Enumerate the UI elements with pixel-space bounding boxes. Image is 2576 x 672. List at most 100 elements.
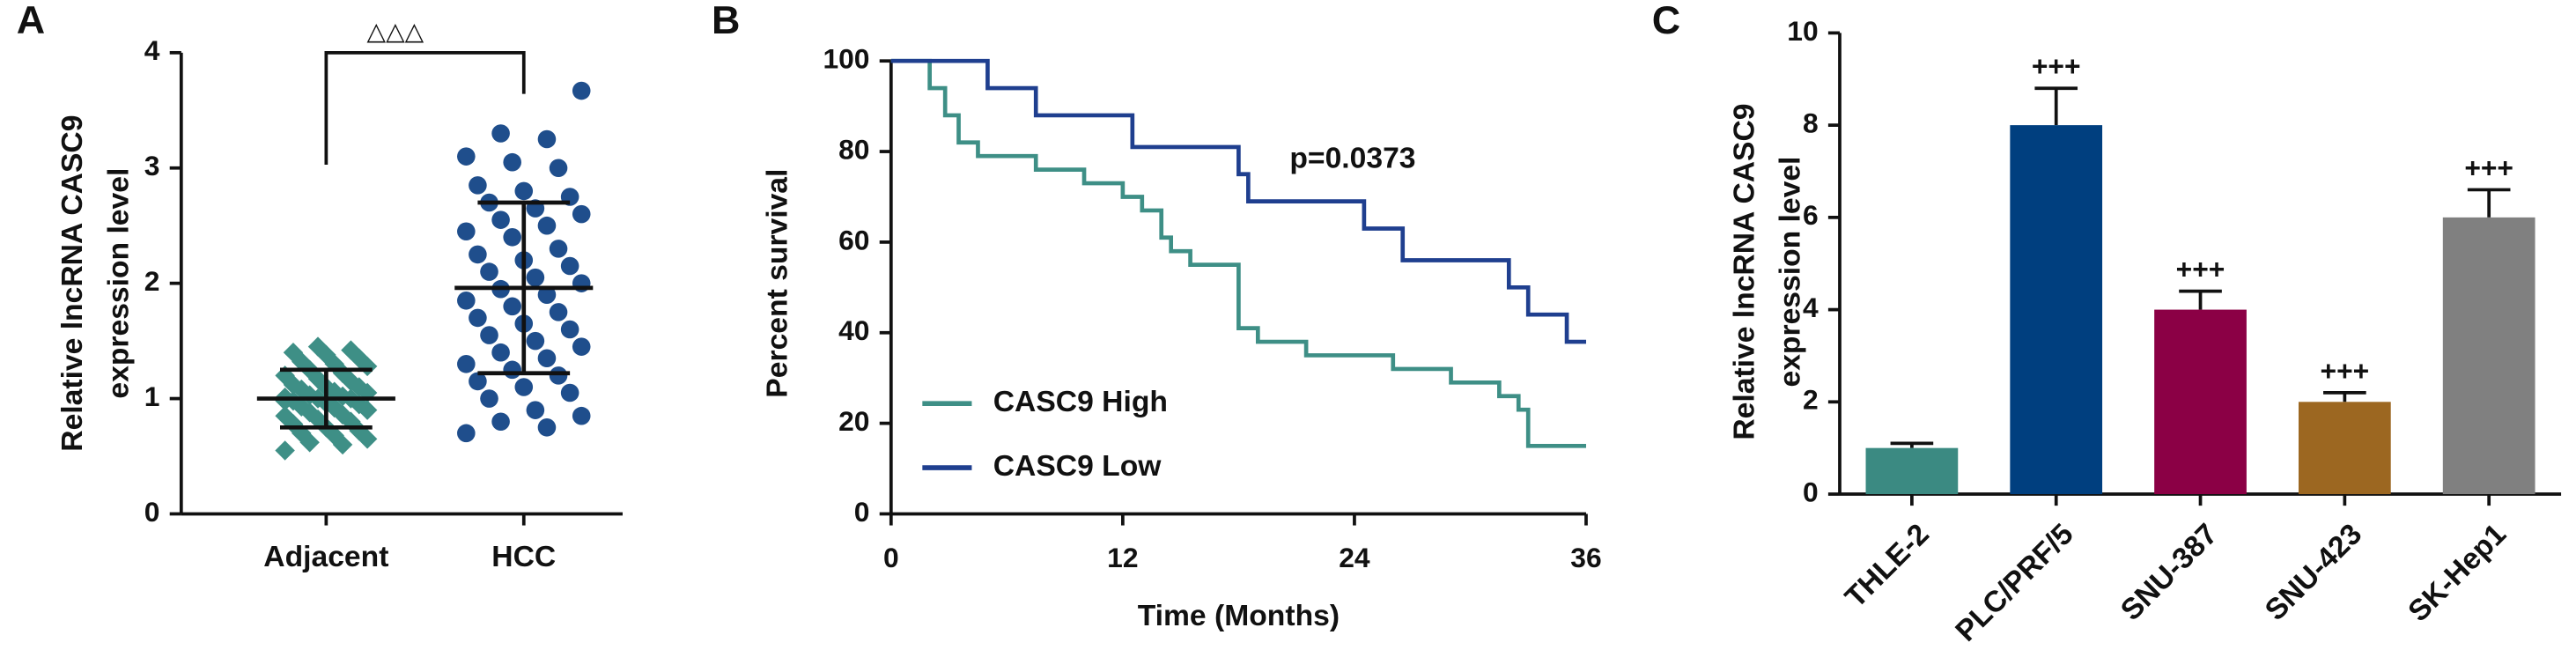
y-tick-label: 0 [1803, 476, 1819, 507]
x-tick-label: HCC [491, 541, 556, 573]
data-point [537, 216, 557, 235]
bar [2298, 402, 2391, 495]
y-tick-label: 3 [144, 150, 160, 181]
data-point [307, 336, 328, 357]
data-point [514, 378, 534, 396]
data-point [469, 372, 487, 391]
y-axis-title: Relative lncRNA CASC9 [56, 115, 89, 452]
x-tick-label: 0 [883, 542, 899, 573]
data-point [491, 343, 510, 362]
data-point [537, 285, 557, 305]
y-tick-label: 40 [838, 314, 869, 346]
data-point [457, 147, 476, 166]
data-point [469, 176, 487, 195]
bar-annotation: +++ [2321, 355, 2370, 387]
bar-annotation: +++ [2176, 254, 2225, 285]
annotation: △△△ [367, 18, 424, 45]
panel-label: C [1652, 0, 1680, 42]
data-point [572, 337, 591, 356]
data-point [560, 256, 579, 276]
data-point [275, 440, 295, 461]
bar [2010, 125, 2103, 495]
survival-curve [890, 58, 1586, 448]
data-point [457, 292, 476, 310]
data-point [491, 412, 510, 432]
data-point [526, 268, 545, 287]
bar [2154, 309, 2247, 495]
significance-bracket [324, 50, 526, 166]
data-point [503, 360, 521, 380]
data-point [457, 355, 476, 373]
data-point [275, 405, 295, 426]
y-tick-label: 2 [144, 265, 160, 297]
x-tick-label: THLE-2 [1839, 518, 1935, 614]
data-point [469, 245, 487, 264]
x-tick-label: SNU-387 [2115, 518, 2224, 627]
data-point [526, 331, 545, 351]
data-point [572, 81, 591, 100]
y-tick-label: 0 [144, 496, 160, 528]
data-point [537, 129, 557, 149]
y-axis-title: Relative lncRNA CASC9 [1728, 103, 1760, 439]
data-point [537, 418, 557, 437]
y-axis-title: expression level [102, 168, 135, 399]
data-point [572, 406, 591, 425]
bar-annotation: +++ [2032, 50, 2081, 82]
data-point [549, 303, 568, 321]
y-tick-label: 60 [838, 224, 869, 255]
data-point [480, 389, 498, 408]
panel-label: A [17, 0, 45, 42]
data-point [549, 366, 568, 385]
x-tick-label: 24 [1339, 542, 1370, 573]
y-tick-label: 6 [1803, 199, 1819, 231]
data-point [549, 159, 568, 178]
y-tick-label: 10 [1787, 15, 1818, 47]
data-point [572, 204, 591, 224]
data-point [457, 424, 476, 443]
data-point [549, 240, 568, 258]
x-axis-title: Time (Months) [1138, 600, 1340, 632]
y-axis-title: expression level [1775, 157, 1807, 388]
x-tick-label: Adjacent [263, 541, 388, 573]
y-tick-label: 4 [1803, 292, 1819, 323]
y-tick-label: 8 [1803, 107, 1819, 139]
data-point [341, 340, 361, 360]
data-point [503, 228, 521, 247]
y-tick-label: 0 [854, 496, 870, 528]
bar-annotation: +++ [2464, 151, 2513, 183]
x-tick-label: SK-Hep1 [2403, 518, 2513, 628]
legend-label: CASC9 Low [993, 450, 1163, 483]
y-tick-label: 80 [838, 133, 869, 165]
annotation: p=0.0373 [1289, 142, 1415, 174]
data-point [275, 390, 295, 411]
x-tick-label: PLC/PRF/5 [1950, 518, 2080, 648]
y-tick-label: 2 [1803, 384, 1819, 416]
x-tick-label: 36 [1570, 542, 1601, 573]
x-tick-label: SNU-423 [2259, 518, 2368, 627]
data-point [560, 320, 579, 339]
y-tick-label: 1 [144, 380, 160, 412]
data-point [537, 349, 557, 368]
survival-curve [890, 58, 1586, 344]
data-point [480, 326, 498, 344]
data-point [469, 308, 487, 328]
data-point [457, 222, 476, 241]
data-point [526, 401, 545, 419]
y-axis-title: Percent survival [762, 169, 794, 398]
data-point [560, 383, 579, 402]
bar [2442, 217, 2535, 495]
data-point [514, 181, 534, 201]
data-point [503, 152, 521, 172]
legend-label: CASC9 High [993, 386, 1168, 418]
y-tick-label: 100 [823, 43, 869, 75]
data-point [491, 124, 510, 143]
y-tick-label: 20 [838, 405, 869, 437]
y-tick-label: 4 [144, 34, 160, 66]
x-tick-label: 12 [1107, 542, 1138, 573]
bar [1865, 447, 1959, 495]
data-point [503, 297, 521, 316]
panel-label: B [712, 0, 740, 42]
data-point [491, 210, 510, 229]
data-point [480, 262, 498, 281]
